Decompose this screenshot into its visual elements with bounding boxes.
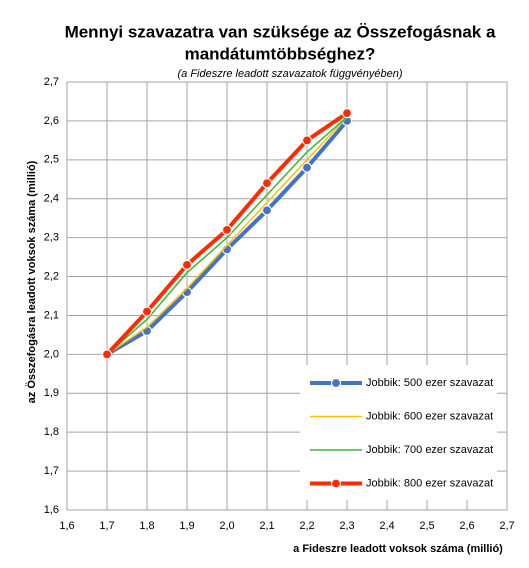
series-line: [106, 116, 348, 355]
x-axis-label: a Fideszre leadott voksok száma (millió): [293, 543, 503, 555]
marker: [261, 178, 273, 189]
legend-label: Jobbik: 800 ezer szavazat: [366, 477, 493, 489]
y-tick-label: 1,9: [44, 387, 59, 399]
y-tick-label: 2,0: [44, 348, 59, 360]
y-tick-label: 2,4: [44, 193, 59, 205]
marker: [141, 306, 153, 317]
marker: [221, 224, 233, 235]
y-tick-label: 1,8: [44, 426, 59, 438]
chart-subtitle: (a Fideszre leadott szavazatok függvényé…: [177, 68, 402, 80]
marker: [341, 108, 353, 119]
series-line: [106, 116, 348, 355]
legend-label: Jobbik: 600 ezer szavazat: [366, 410, 493, 422]
x-tick-label: 1,8: [139, 520, 154, 532]
legend-marker: [330, 377, 342, 389]
legend-marker: [330, 478, 342, 489]
x-tick-label: 1,6: [59, 520, 74, 532]
marker: [301, 135, 313, 146]
x-tick-label: 2,2: [299, 520, 314, 532]
y-tick-label: 2,2: [44, 270, 59, 282]
y-tick-label: 1,6: [44, 504, 59, 516]
x-tick-label: 2,3: [339, 520, 354, 532]
y-tick-label: 2,7: [44, 76, 59, 88]
x-tick-label: 1,9: [179, 520, 194, 532]
chart-title: Mennyi szavazatra van szüksége az Összef…: [65, 22, 496, 41]
chart-title: mandátumtöbbséghez?: [185, 44, 376, 63]
x-tick-label: 1,7: [99, 520, 114, 532]
x-tick-label: 2,7: [499, 520, 514, 532]
y-axis-label: az Összefogásra leadott voksok száma (mi…: [25, 160, 38, 403]
legend-label: Jobbik: 700 ezer szavazat: [366, 444, 493, 456]
marker: [261, 205, 273, 216]
y-tick-label: 1,7: [44, 465, 59, 477]
y-tick-label: 2,1: [44, 309, 59, 321]
x-tick-label: 2,1: [259, 520, 274, 532]
y-tick-label: 2,3: [44, 232, 59, 244]
x-tick-label: 2,0: [219, 520, 234, 532]
y-tick-label: 2,5: [44, 154, 59, 166]
marker: [181, 259, 193, 270]
legend-label: Jobbik: 500 ezer szavazat: [366, 377, 493, 389]
x-tick-label: 2,6: [459, 520, 474, 532]
legend-box: [300, 365, 497, 500]
x-tick-label: 2,4: [379, 520, 394, 532]
marker: [301, 162, 313, 173]
y-tick-label: 2,6: [44, 115, 59, 127]
plot-border: [66, 81, 508, 511]
marker: [101, 349, 113, 360]
x-tick-label: 2,5: [419, 520, 434, 532]
